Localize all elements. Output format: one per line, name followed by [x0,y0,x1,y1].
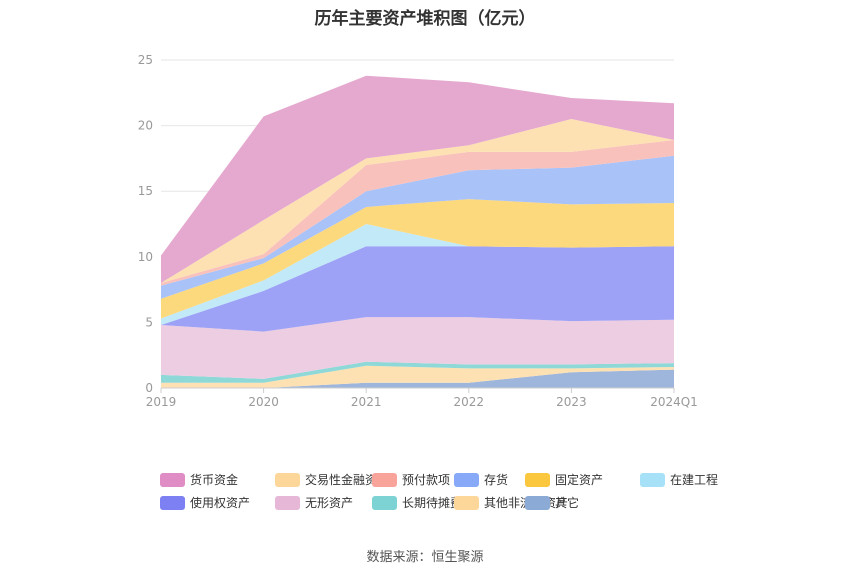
legend-item[interactable]: 预付款项 [372,473,450,487]
legend-item[interactable]: 存货 [454,473,508,487]
legend-swatch [525,496,550,510]
x-tick-label: 2022 [454,395,485,409]
legend-item[interactable]: 固定资产 [525,473,603,487]
legend-label: 存货 [484,473,509,487]
y-tick-label: 0 [145,381,153,395]
area-series [161,199,674,319]
legend-swatch [454,473,479,487]
legend-swatch [275,473,300,487]
area-series [161,140,674,286]
chart-title: 历年主要资产堆积图（亿元） [314,9,536,29]
axis-layer: 0 5 10 15 20 25 2019 2020 2021 2022 2023 2024Q1 [138,53,698,409]
legend-swatch [372,496,397,510]
area-series [161,75,674,284]
legend-item[interactable]: 货币资金 [160,473,238,487]
legend-label: 固定资产 [555,473,604,487]
legend-item[interactable]: 其它 [525,496,579,510]
data-source: 数据来源：恒生聚源 [366,550,484,565]
y-tick-label: 10 [138,250,153,264]
y-tick-label: 25 [138,53,153,67]
legend-item[interactable]: 无形资产 [275,496,353,510]
area-series [161,246,674,332]
legend-swatch [160,473,185,487]
legend-label: 无形资产 [305,496,354,510]
legend-swatch [525,473,550,487]
legend-label: 使用权资产 [190,496,251,510]
legend-item[interactable]: 使用权资产 [160,496,250,510]
area-series [161,155,674,299]
x-tick-label: 2023 [556,395,587,409]
area-layer [161,75,674,388]
area-series [161,369,674,388]
x-tick-label: 2021 [351,395,382,409]
legend-label: 交易性金融资产 [305,473,390,487]
legend-item[interactable]: 在建工程 [640,473,718,487]
legend-swatch [640,473,665,487]
area-series [161,365,674,388]
y-tick-label: 15 [138,184,153,198]
area-series [161,361,674,383]
area-series [161,224,674,326]
legend-label: 在建工程 [670,473,719,487]
y-tick-label: 5 [145,315,153,329]
x-tick-label: 2019 [146,395,177,409]
legend-swatch [160,496,185,510]
legend-swatch [275,496,300,510]
y-tick-label: 20 [138,119,153,133]
legend-swatch [372,473,397,487]
legend-label: 货币资金 [190,473,239,487]
x-tick-label: 2024Q1 [650,395,698,409]
legend-item[interactable]: 交易性金融资产 [275,473,389,487]
legend-label: 其它 [555,496,580,510]
legend-swatch [454,496,479,510]
legend-label: 预付款项 [402,473,451,487]
x-tick-label: 2020 [248,395,279,409]
area-series [161,317,674,379]
